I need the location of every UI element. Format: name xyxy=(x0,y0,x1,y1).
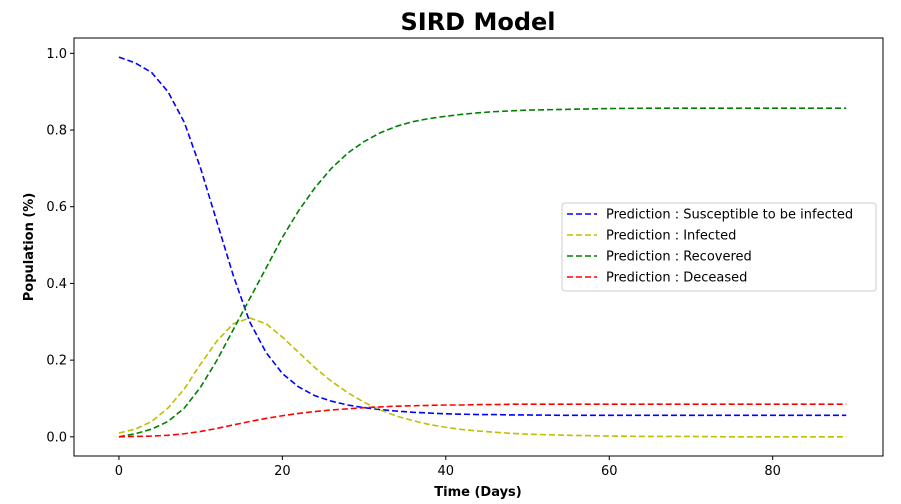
legend: Prediction : Susceptible to be infected P… xyxy=(561,202,877,292)
series-line-1 xyxy=(118,56,847,417)
series-line-4 xyxy=(118,403,847,438)
y-tick-label: 0.4 xyxy=(46,277,67,292)
x-tick-label: 0 xyxy=(115,464,123,479)
y-tick-label: 0.8 xyxy=(46,124,67,139)
x-axis-ticks: 0 20 40 60 80 xyxy=(115,456,781,479)
legend-label-3: Prediction : Recovered xyxy=(606,250,752,265)
y-tick-label: 1.0 xyxy=(46,47,67,62)
legend-label-2: Prediction : Infected xyxy=(606,229,736,244)
series-layer xyxy=(118,56,847,438)
series-line-3 xyxy=(118,107,847,438)
legend-label-1: Prediction : Susceptible to be infected xyxy=(606,208,853,223)
plot-frame xyxy=(73,37,884,457)
x-tick-label: 20 xyxy=(274,464,291,479)
x-tick-label: 80 xyxy=(764,464,781,479)
y-axis-label: Population (%) xyxy=(22,193,37,302)
x-tick-label: 40 xyxy=(438,464,455,479)
chart-title: SIRD Model xyxy=(400,8,555,36)
legend-box xyxy=(561,202,877,292)
legend-label-4: Prediction : Deceased xyxy=(606,271,747,286)
y-tick-label: 0.6 xyxy=(46,200,67,215)
y-tick-label: 0.0 xyxy=(46,430,67,445)
x-axis-label: Time (Days) xyxy=(434,485,521,500)
x-tick-label: 60 xyxy=(601,464,618,479)
y-axis-ticks: 0.0 0.2 0.4 0.6 0.8 1.0 xyxy=(46,47,74,445)
y-tick-label: 0.2 xyxy=(46,354,67,369)
